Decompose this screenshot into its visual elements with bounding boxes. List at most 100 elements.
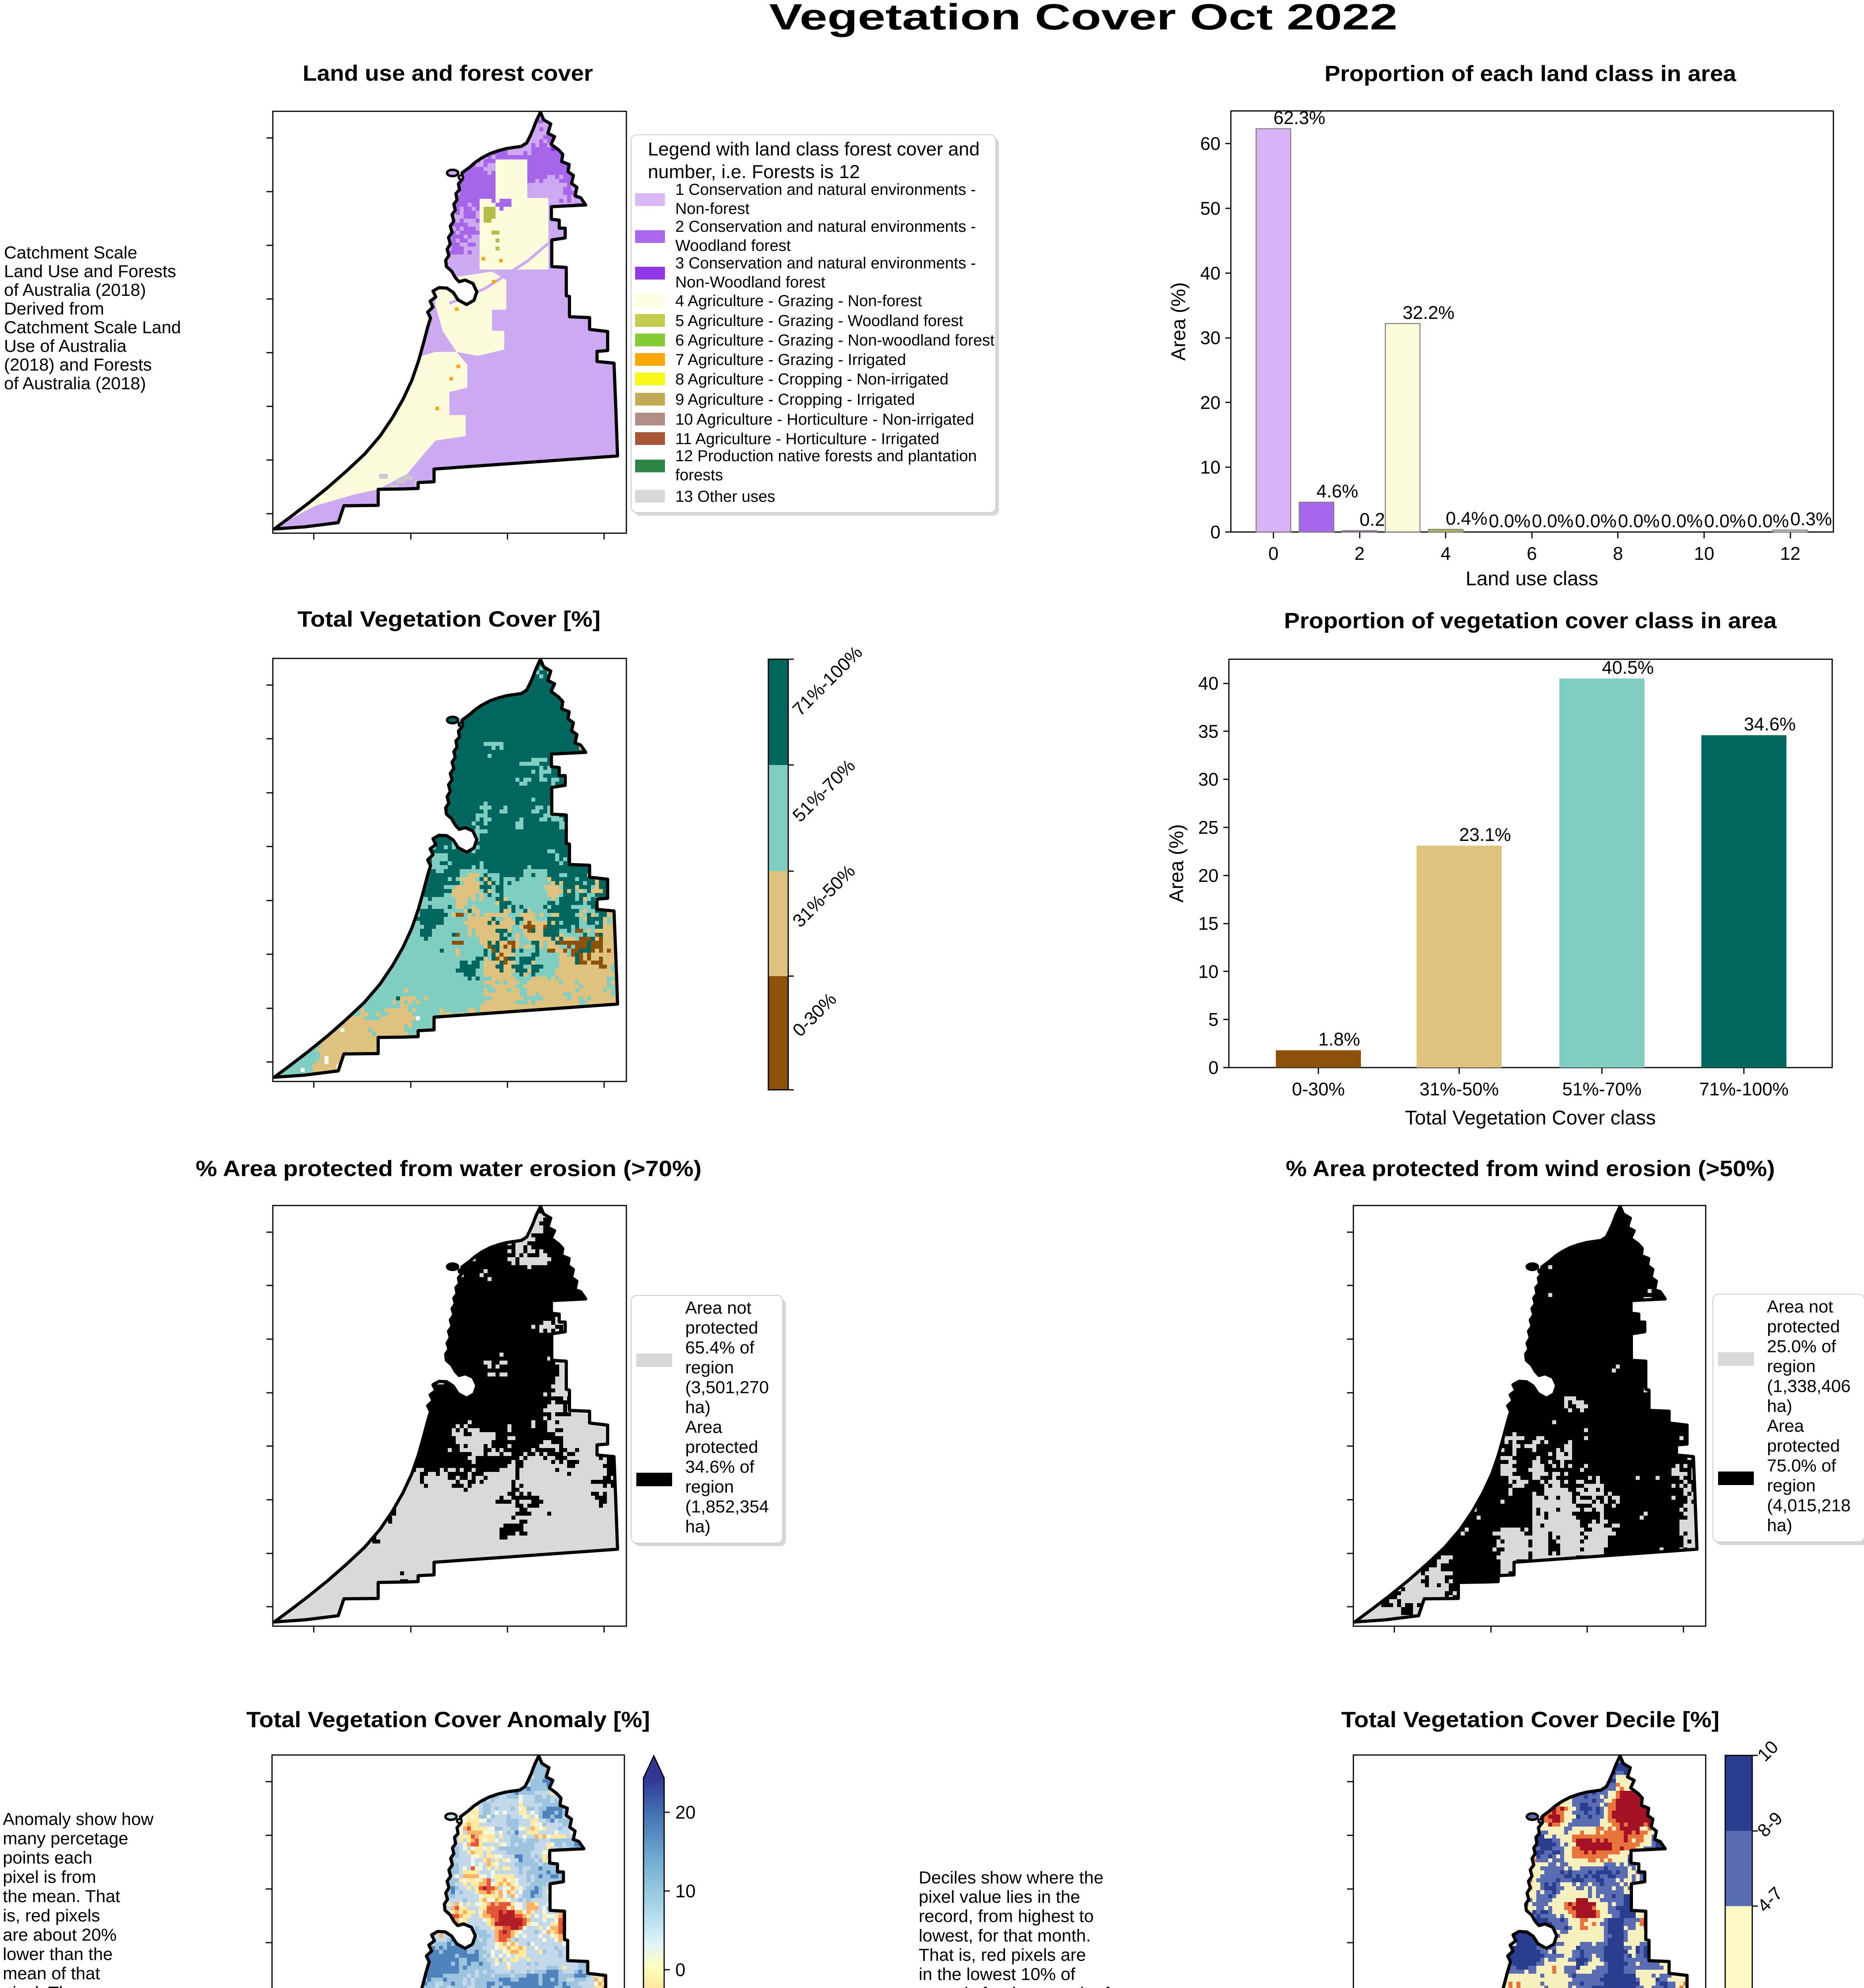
svg-text:Deciles show where the: Deciles show where the bbox=[919, 1868, 1104, 1887]
svg-text:4: 4 bbox=[1440, 543, 1451, 564]
svg-text:Land Use and Forests: Land Use and Forests bbox=[4, 262, 176, 281]
svg-text:0: 0 bbox=[1210, 522, 1221, 542]
svg-text:protected: protected bbox=[1767, 1436, 1840, 1456]
svg-text:Total Vegetation Cover Anomaly: Total Vegetation Cover Anomaly [%] bbox=[247, 1707, 650, 1732]
svg-text:Total Vegetation Cover [%]: Total Vegetation Cover [%] bbox=[297, 606, 601, 631]
svg-text:of Australia (2018): of Australia (2018) bbox=[4, 374, 146, 393]
svg-text:(1,338,406: (1,338,406 bbox=[1767, 1376, 1850, 1396]
svg-text:records for that month of: records for that month of bbox=[919, 1984, 1110, 1988]
svg-text:1.8%: 1.8% bbox=[1318, 1029, 1360, 1050]
svg-text:20: 20 bbox=[1198, 865, 1219, 886]
svg-text:10 Agriculture - Horticulture: 10 Agriculture - Horticulture - Non-irri… bbox=[675, 411, 974, 428]
svg-text:0.4%: 0.4% bbox=[1446, 508, 1487, 528]
svg-text:0: 0 bbox=[1208, 1057, 1219, 1078]
svg-text:of Australia (2018): of Australia (2018) bbox=[4, 280, 146, 300]
svg-text:1 Conservation and natural env: 1 Conservation and natural environments … bbox=[675, 181, 976, 198]
svg-text:% Area protected from water er: % Area protected from water erosion (>70… bbox=[196, 1156, 702, 1181]
svg-text:Area: Area bbox=[685, 1417, 722, 1437]
svg-text:0.0%: 0.0% bbox=[1532, 511, 1574, 531]
svg-text:10: 10 bbox=[1198, 961, 1219, 982]
svg-text:12: 12 bbox=[1780, 543, 1800, 564]
svg-text:9 Agriculture - Cropping - Irr: 9 Agriculture - Cropping - Irrigated bbox=[675, 391, 915, 408]
svg-text:(2018) and Forests: (2018) and Forests bbox=[4, 355, 152, 375]
svg-text:Catchment Scale: Catchment Scale bbox=[4, 243, 137, 262]
svg-text:Anomaly show how: Anomaly show how bbox=[3, 1809, 154, 1829]
svg-text:32.2%: 32.2% bbox=[1403, 302, 1454, 323]
svg-text:Area not: Area not bbox=[685, 1298, 751, 1318]
svg-text:40: 40 bbox=[1198, 673, 1219, 694]
svg-text:forests: forests bbox=[675, 466, 723, 484]
svg-text:in the lowest 10% of: in the lowest 10% of bbox=[919, 1965, 1076, 1984]
svg-text:11 Agriculture - Horticulture: 11 Agriculture - Horticulture - Irrigate… bbox=[675, 430, 939, 448]
svg-text:Proportion of each land class: Proportion of each land class in area bbox=[1325, 61, 1737, 86]
svg-text:protected: protected bbox=[1767, 1317, 1840, 1336]
svg-text:ha): ha) bbox=[685, 1517, 711, 1536]
svg-text:record, from highest to: record, from highest to bbox=[919, 1906, 1094, 1926]
svg-text:75.0% of: 75.0% of bbox=[1767, 1456, 1836, 1475]
svg-text:34.6%: 34.6% bbox=[1744, 714, 1796, 734]
svg-text:0.0%: 0.0% bbox=[1489, 511, 1531, 531]
svg-text:% Area protected from wind ero: % Area protected from wind erosion (>50%… bbox=[1286, 1156, 1775, 1181]
svg-text:15: 15 bbox=[1198, 913, 1219, 934]
svg-text:ha): ha) bbox=[685, 1398, 711, 1417]
svg-text:Area: Area bbox=[1767, 1416, 1804, 1436]
svg-text:7 Agriculture - Grazing - Irri: 7 Agriculture - Grazing - Irrigated bbox=[675, 351, 906, 369]
svg-text:0.0%: 0.0% bbox=[1575, 511, 1617, 531]
svg-text:region: region bbox=[1767, 1357, 1815, 1376]
svg-text:Derived from: Derived from bbox=[4, 299, 104, 318]
svg-text:Non-forest: Non-forest bbox=[675, 200, 750, 217]
svg-text:region: region bbox=[685, 1477, 734, 1497]
svg-text:many percetage: many percetage bbox=[3, 1829, 128, 1848]
svg-text:(1,852,354: (1,852,354 bbox=[685, 1497, 769, 1516]
svg-text:6: 6 bbox=[1527, 543, 1537, 564]
svg-text:the mean. That: the mean. That bbox=[3, 1887, 120, 1906]
svg-text:0.0%: 0.0% bbox=[1704, 511, 1746, 531]
svg-text:30: 30 bbox=[1198, 769, 1219, 790]
svg-text:6 Agriculture - Grazing - Non-: 6 Agriculture - Grazing - Non-woodland f… bbox=[675, 332, 995, 349]
svg-text:Total Vegetation Cover Decile: Total Vegetation Cover Decile [%] bbox=[1341, 1707, 1720, 1732]
svg-text:8: 8 bbox=[1613, 543, 1623, 564]
svg-text:25: 25 bbox=[1198, 817, 1219, 838]
svg-text:Area (%): Area (%) bbox=[1167, 282, 1190, 361]
svg-text:0: 0 bbox=[675, 1959, 686, 1980]
svg-text:number, i.e. Forests is 12: number, i.e. Forests is 12 bbox=[648, 161, 860, 182]
svg-text:0.0%: 0.0% bbox=[1747, 511, 1789, 531]
svg-text:40.5%: 40.5% bbox=[1602, 657, 1654, 678]
svg-text:35: 35 bbox=[1198, 721, 1219, 742]
svg-text:31%-50%: 31%-50% bbox=[1419, 1079, 1499, 1099]
svg-text:Proportion of vegetation cover: Proportion of vegetation cover class in … bbox=[1284, 608, 1777, 633]
svg-text:lowest, for that month.: lowest, for that month. bbox=[919, 1926, 1091, 1945]
svg-text:Use of Australia: Use of Australia bbox=[4, 336, 127, 356]
svg-text:Legend with land class forest: Legend with land class forest cover and bbox=[648, 139, 980, 160]
svg-text:2 Conservation and natural env: 2 Conservation and natural environments … bbox=[675, 218, 976, 235]
svg-text:Catchment Scale Land: Catchment Scale Land bbox=[4, 318, 181, 337]
svg-text:0: 0 bbox=[1268, 543, 1279, 564]
svg-text:Non-Woodland forest: Non-Woodland forest bbox=[675, 274, 825, 291]
svg-text:are about 20%: are about 20% bbox=[3, 1925, 117, 1945]
svg-text:2: 2 bbox=[1355, 543, 1365, 564]
svg-text:Land use class: Land use class bbox=[1466, 567, 1598, 590]
svg-text:0-30%: 0-30% bbox=[1292, 1079, 1345, 1099]
svg-text:Woodland forest: Woodland forest bbox=[675, 237, 791, 254]
svg-text:Vegetation Cover Oct 2022: Vegetation Cover Oct 2022 bbox=[769, 0, 1398, 37]
svg-text:(3,501,270: (3,501,270 bbox=[685, 1378, 769, 1397]
svg-text:65.4% of: 65.4% of bbox=[685, 1338, 754, 1357]
svg-text:62.3%: 62.3% bbox=[1273, 107, 1325, 128]
svg-text:points each: points each bbox=[3, 1848, 92, 1868]
svg-text:ha): ha) bbox=[1767, 1396, 1792, 1416]
svg-text:23.1%: 23.1% bbox=[1459, 824, 1511, 845]
svg-text:ha): ha) bbox=[1767, 1516, 1792, 1535]
svg-text:51%-70%: 51%-70% bbox=[1562, 1079, 1641, 1099]
svg-text:protected: protected bbox=[685, 1318, 758, 1338]
svg-text:25.0% of: 25.0% of bbox=[1767, 1337, 1836, 1356]
svg-text:lower than the: lower than the bbox=[3, 1945, 113, 1964]
svg-text:region: region bbox=[1767, 1476, 1815, 1495]
svg-text:region: region bbox=[685, 1358, 734, 1377]
svg-text:0.0%: 0.0% bbox=[1661, 511, 1703, 531]
svg-text:That is, red pixels are: That is, red pixels are bbox=[919, 1945, 1086, 1965]
svg-text:60: 60 bbox=[1200, 133, 1221, 154]
svg-text:40: 40 bbox=[1200, 263, 1221, 283]
svg-text:50: 50 bbox=[1200, 198, 1221, 219]
svg-text:8 Agriculture - Cropping - Non: 8 Agriculture - Cropping - Non-irrigated bbox=[675, 371, 949, 388]
svg-text:Total Vegetation Cover class: Total Vegetation Cover class bbox=[1405, 1107, 1656, 1129]
